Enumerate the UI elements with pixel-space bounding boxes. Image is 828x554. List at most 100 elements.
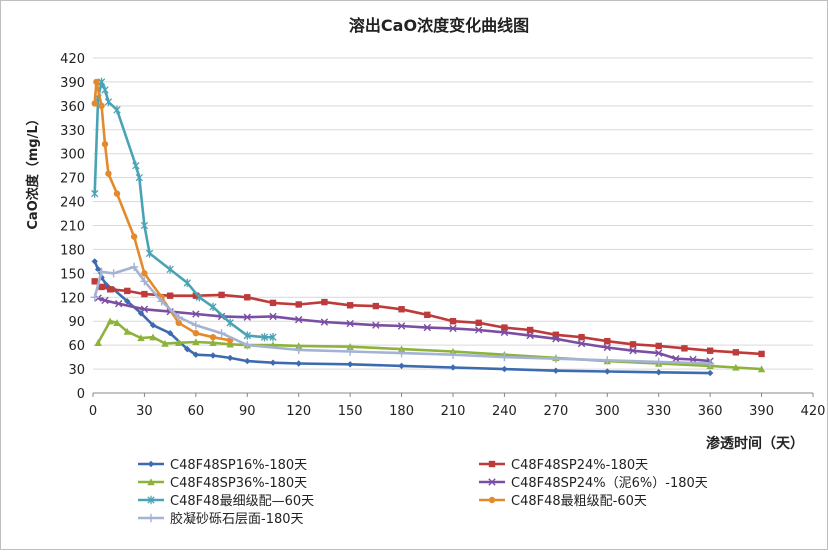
data-point — [192, 310, 200, 318]
data-point — [141, 290, 148, 298]
data-point — [124, 298, 131, 305]
axes: 0306090120150180210240270300330360390420… — [60, 52, 825, 419]
legend: C48F48SP16%-180天 C48F48SP24%-180天 C48F48SP… — [138, 458, 708, 527]
chart-title: 溶出CaO浓度变化曲线图 — [349, 16, 529, 35]
data-point — [488, 478, 496, 486]
data-point — [578, 333, 585, 341]
legend-item: C48F48SP36%-180天 — [138, 476, 307, 491]
x-tick-label: 120 — [286, 404, 311, 419]
x-tick-label: 330 — [646, 404, 671, 419]
series-4 — [94, 294, 714, 365]
data-point — [552, 367, 560, 374]
data-point — [93, 78, 100, 86]
data-point — [106, 286, 114, 293]
data-point — [113, 319, 121, 327]
data-point — [706, 369, 714, 377]
data-point — [577, 339, 586, 348]
data-point — [209, 333, 217, 341]
data-point — [475, 319, 482, 327]
data-point — [346, 319, 354, 328]
data-point — [321, 298, 328, 306]
data-point — [526, 326, 534, 334]
data-point — [137, 310, 145, 317]
data-point — [192, 338, 200, 346]
data-point — [345, 347, 355, 356]
data-point — [655, 342, 662, 350]
data-point — [157, 297, 166, 306]
x-tick-label: 0 — [89, 404, 97, 419]
grid-lines — [93, 57, 813, 370]
data-point — [124, 287, 131, 295]
data-point — [113, 190, 121, 197]
data-point — [123, 327, 131, 335]
legend-item: C48F48SP24%-180天 — [479, 458, 648, 473]
x-tick-label: 180 — [389, 404, 414, 419]
data-point — [448, 350, 458, 359]
x-tick-label: 150 — [338, 404, 363, 419]
data-point — [758, 350, 765, 358]
data-point — [501, 324, 508, 331]
data-point — [244, 294, 251, 301]
data-point — [149, 333, 157, 341]
data-point — [91, 258, 98, 265]
data-point — [706, 347, 714, 354]
data-point — [346, 302, 354, 309]
data-point — [161, 339, 169, 347]
data-point — [488, 496, 496, 504]
y-tick-label: 90 — [68, 315, 85, 330]
y-tick-label: 330 — [60, 124, 85, 139]
legend-label: C48F48SP36%-180天 — [170, 476, 307, 491]
data-point — [449, 318, 457, 325]
y-tick-label: 120 — [60, 291, 85, 306]
data-point — [654, 357, 663, 367]
data-point — [732, 363, 740, 371]
data-point — [757, 365, 766, 373]
data-point — [91, 189, 99, 198]
y-tick-label: 0 — [77, 387, 85, 402]
data-point — [424, 311, 431, 319]
data-point — [295, 301, 302, 308]
data-point — [552, 331, 560, 338]
series-1 — [91, 258, 714, 377]
legend-item: C48F48最粗级配-60天 — [479, 494, 647, 509]
data-point — [705, 359, 715, 368]
x-tick-label: 210 — [441, 404, 466, 419]
x-tick-label: 90 — [239, 404, 256, 419]
data-point — [488, 460, 496, 468]
data-point — [130, 233, 138, 240]
legend-label: C48F48SP24%-180天 — [511, 458, 648, 473]
data-point — [166, 292, 174, 299]
data-point — [398, 306, 405, 313]
legend-label: 胶凝砂砾石层面-180天 — [170, 511, 304, 527]
data-point — [681, 345, 688, 352]
data-point — [104, 97, 113, 107]
data-point — [217, 328, 226, 338]
data-point — [97, 267, 106, 276]
data-point — [140, 277, 149, 286]
y-tick-label: 300 — [60, 148, 85, 163]
legend-label: C48F48最粗级配-60天 — [511, 494, 647, 509]
data-point — [226, 340, 234, 348]
y-tick-label: 360 — [60, 100, 85, 115]
series-layer — [90, 77, 766, 377]
x-tick-label: 240 — [492, 404, 517, 419]
y-tick-label: 270 — [60, 172, 85, 187]
legend-item: C48F48SP24%（泥6%）-180天 — [479, 476, 708, 491]
data-point — [500, 328, 509, 337]
data-point — [603, 356, 612, 365]
data-point — [295, 342, 303, 350]
data-point — [732, 349, 740, 356]
data-point — [106, 317, 114, 325]
data-point — [243, 340, 252, 350]
y-tick-label: 60 — [68, 339, 85, 354]
series-7 — [90, 262, 715, 368]
data-point — [209, 302, 217, 312]
y-tick-label: 420 — [60, 52, 85, 67]
y-tick-label: 210 — [60, 220, 85, 235]
x-tick-label: 360 — [698, 404, 723, 419]
data-point — [603, 343, 611, 352]
x-tick-label: 390 — [749, 404, 774, 419]
data-point — [98, 283, 105, 291]
data-point — [552, 335, 560, 343]
data-point — [98, 102, 105, 110]
